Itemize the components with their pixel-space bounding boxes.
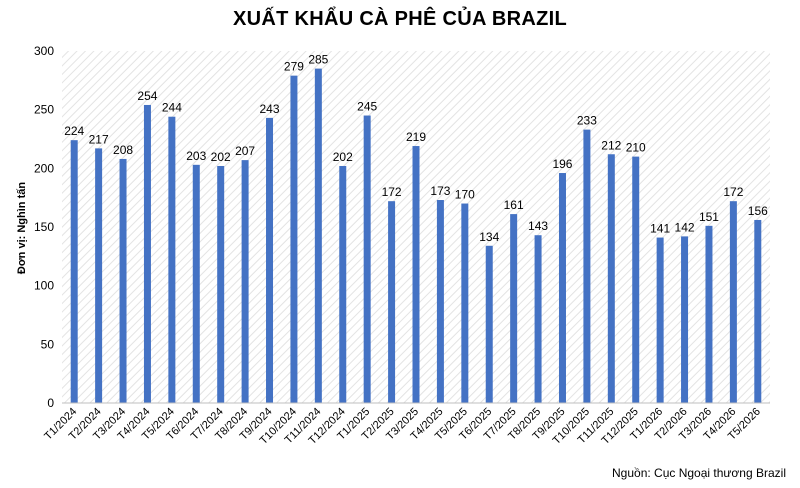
data-label: 143: [528, 219, 548, 233]
data-label: 173: [430, 184, 450, 198]
bar: [754, 219, 762, 403]
y-tick-label: 0: [47, 396, 54, 410]
bar: [192, 164, 200, 403]
bar: [143, 104, 151, 404]
data-label: 208: [113, 143, 133, 157]
data-label: 156: [748, 204, 768, 218]
y-tick-label: 150: [34, 220, 54, 234]
bar: [681, 236, 689, 403]
source-note: Nguồn: Cục Ngoại thương Brazil: [612, 466, 786, 480]
bar: [485, 245, 493, 403]
data-label: 141: [650, 222, 670, 236]
bar: [583, 129, 591, 403]
bar: [412, 146, 420, 404]
y-tick-label: 300: [34, 44, 54, 58]
data-label: 243: [260, 102, 280, 116]
y-tick-label: 100: [34, 279, 54, 293]
bar: [388, 201, 396, 403]
y-axis-ticks: 0 50 100 150 200 250 300: [34, 44, 54, 410]
bar: [632, 156, 640, 403]
bar: [217, 165, 225, 403]
data-label: 254: [137, 89, 157, 103]
x-axis-ticks: T1/2024T2/2024T3/2024T4/2024T5/2024T6/20…: [42, 406, 763, 447]
bar: [558, 173, 566, 403]
data-label: 203: [186, 149, 206, 163]
data-label: 202: [333, 150, 353, 164]
data-label: 219: [406, 130, 426, 144]
bar: [290, 75, 298, 403]
y-tick-label: 250: [34, 103, 54, 117]
data-label: 196: [552, 157, 572, 171]
bar: [241, 160, 249, 403]
data-label: 142: [675, 220, 695, 234]
data-label: 161: [504, 198, 524, 212]
chart-title: XUẤT KHẨU CÀ PHÊ CỦA BRAZIL: [232, 8, 568, 30]
bar: [705, 225, 713, 403]
bar: [168, 116, 176, 403]
data-label: 245: [357, 100, 377, 114]
bar: [607, 154, 615, 403]
bar: [314, 68, 322, 403]
data-label: 212: [601, 138, 621, 152]
bar: [656, 237, 664, 403]
bar: [461, 203, 469, 403]
data-label: 170: [455, 188, 475, 202]
data-label: 202: [211, 150, 231, 164]
data-label: 217: [89, 132, 109, 146]
data-label: 233: [577, 114, 597, 128]
data-label: 172: [723, 185, 743, 199]
data-label: 279: [284, 60, 304, 74]
data-labels: 224 217 208 254 244 203 202 207 243 279 285 202 245 1…: [64, 53, 768, 244]
bar: [436, 200, 444, 403]
data-label: 207: [235, 144, 255, 158]
bar: [119, 158, 127, 403]
data-label: 244: [162, 101, 182, 115]
data-label: 210: [626, 141, 646, 155]
bar: [70, 140, 78, 403]
data-label: 172: [382, 185, 402, 199]
bar: [510, 214, 518, 403]
data-label: 285: [308, 53, 328, 67]
bar: [363, 115, 371, 404]
bar: [729, 201, 737, 403]
bars: [70, 68, 762, 404]
data-label: 151: [699, 210, 719, 224]
bar: [534, 235, 542, 403]
bar: [266, 117, 274, 403]
bar: [95, 148, 103, 403]
bar: [339, 165, 347, 403]
y-tick-label: 50: [41, 337, 55, 351]
data-label: 224: [64, 124, 84, 138]
y-tick-label: 200: [34, 161, 54, 175]
data-label: 134: [479, 230, 499, 244]
